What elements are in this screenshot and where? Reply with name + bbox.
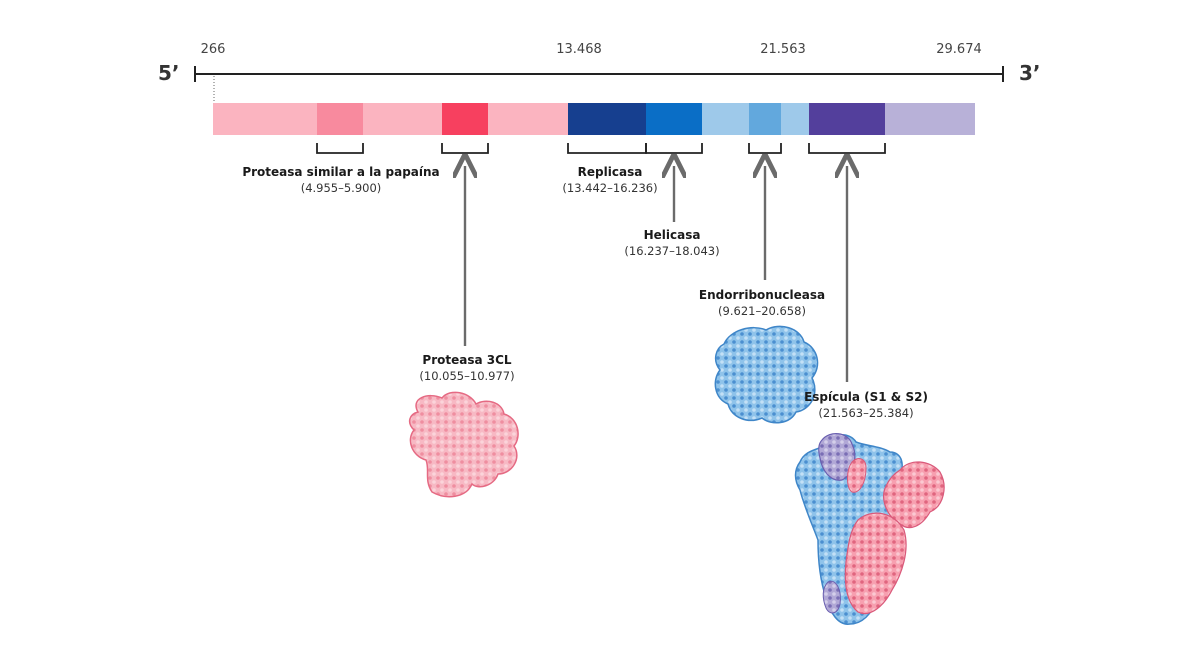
protein-structure-3cl-icon [408, 391, 519, 498]
tick-label-start: 266 [200, 42, 226, 57]
segment-endoribonuclease [749, 103, 781, 135]
segment-3cl-protease [442, 103, 488, 135]
tick-label-13468: 13.468 [556, 42, 602, 57]
tick-label-29674: 29.674 [936, 42, 982, 57]
segment-helicase [646, 103, 702, 135]
three-prime-label: 3’ [1019, 61, 1041, 85]
segment-spike [809, 103, 885, 135]
segment-orf1b-light-a [702, 103, 749, 135]
label-endoribonuclease-range: (9.621–20.658) [718, 304, 806, 318]
label-3cl-protease-name: Proteasa 3CL [422, 353, 512, 367]
label-papain-protease: Proteasa similar a la papaína (4.955–5.9… [242, 164, 439, 196]
label-helicase-name: Helicasa [643, 228, 701, 242]
five-prime-label: 5’ [158, 61, 180, 85]
label-replicase-range: (13.442–16.236) [562, 181, 658, 195]
bracket-spike [808, 143, 886, 154]
label-replicase-name: Replicasa [577, 165, 643, 179]
label-3cl-protease: Proteasa 3CL (10.055–10.977) [419, 352, 514, 384]
label-spike-range: (21.563–25.384) [818, 406, 914, 420]
segment-papain-protease [317, 103, 363, 135]
label-spike-name: Espícula (S1 & S2) [804, 390, 928, 404]
label-spike: Espícula (S1 & S2) (21.563–25.384) [804, 389, 928, 421]
genome-bar [213, 103, 975, 135]
bracket-replicase [567, 143, 647, 154]
protein-structure-spike-icon [794, 433, 945, 625]
bracket-endoribonuclease [748, 143, 782, 154]
label-endoribonuclease-name: Endorribonucleasa [698, 288, 826, 302]
bracket-3cl [441, 143, 489, 154]
segment-orf1a-mid [363, 103, 442, 135]
segment-accessory [885, 103, 975, 135]
segment-orf1a-start [213, 103, 317, 135]
label-papain-protease-name: Proteasa similar a la papaína [242, 165, 440, 179]
label-endoribonuclease: Endorribonucleasa (9.621–20.658) [699, 287, 825, 319]
protein-structure-endoribonuclease-icon [714, 325, 819, 424]
segment-replicase [568, 103, 646, 135]
label-3cl-protease-range: (10.055–10.977) [419, 369, 515, 383]
bracket-helicase [645, 143, 703, 154]
tick-label-21563: 21.563 [760, 42, 806, 57]
label-replicase: Replicasa (13.442–16.236) [562, 164, 657, 196]
label-papain-protease-range: (4.955–5.900) [300, 181, 382, 195]
label-helicase: Helicasa (16.237–18.043) [624, 227, 719, 259]
bracket-papain [316, 143, 364, 154]
segment-orf1b-light-b [781, 103, 809, 135]
segment-orf1a-end [488, 103, 568, 135]
label-helicase-range: (16.237–18.043) [624, 244, 720, 258]
